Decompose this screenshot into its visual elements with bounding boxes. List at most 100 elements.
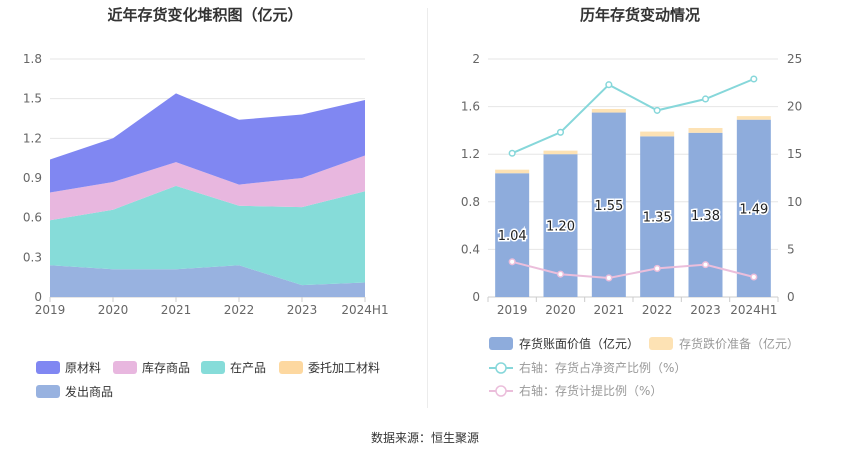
- left-x-tick-label: 2023: [287, 303, 318, 317]
- right-chart-gridlines: [488, 58, 778, 298]
- bar-value-label: 1.35: [643, 211, 672, 226]
- line-series-2: [511, 78, 755, 155]
- right-x-tick-label: 2020: [545, 303, 576, 317]
- panel-divider: [427, 8, 428, 408]
- data-source-text: 数据来源：恒生聚源: [370, 431, 479, 445]
- provision-bar: [640, 131, 675, 137]
- line-point: [701, 95, 710, 103]
- right-right-y-tick-label: 20: [787, 100, 802, 114]
- right-legend-swatch: [489, 337, 513, 350]
- left-legend-swatch: [36, 361, 60, 374]
- left-chart-y-axis: 0 0.3 0.6 0.9 1.2 1.5 1.8: [23, 52, 42, 304]
- left-x-tick-label: 2022: [224, 303, 255, 317]
- bar-value-label: 1.49: [739, 202, 768, 217]
- right-legend-label: 右轴：存货计提比例（%）: [519, 383, 662, 398]
- left-legend-swatch: [113, 361, 137, 374]
- left-chart-area-series: [50, 93, 365, 297]
- right-legend-marker: [495, 362, 507, 374]
- area-series-1: [50, 155, 365, 221]
- bar-value-label: 1.20: [546, 220, 575, 235]
- provision-bar: [688, 128, 723, 133]
- right-left-y-tick-label: 1.2: [461, 147, 480, 161]
- right-left-y-tick-label: 2: [472, 52, 480, 66]
- right-chart-x-axis: 2019 2020 2021 2022 2023 2024H1: [487, 297, 779, 317]
- inventory-change-chart: 历年存货变动情况 1.041.201.551.35 1.38 1.49 00.40.…: [461, 6, 802, 398]
- right-legend-label: 存货账面价值（亿元）: [519, 336, 639, 351]
- left-y-tick-label: 0.6: [23, 211, 42, 225]
- area-series-2: [50, 185, 365, 286]
- right-chart-lines: [508, 75, 758, 282]
- right-left-y-tick-label: 0: [472, 290, 480, 304]
- left-y-tick-label: 1.8: [23, 52, 42, 66]
- line-point: [750, 75, 758, 83]
- line-point: [508, 149, 516, 157]
- left-legend-label: 原材料: [65, 361, 101, 375]
- left-legend-label: 在产品: [230, 361, 266, 375]
- provision-bar: [736, 116, 771, 120]
- right-right-y-tick-label: 25: [787, 52, 802, 66]
- line-point: [556, 270, 565, 278]
- provision-bar: [495, 169, 530, 174]
- right-legend-label: 存货跌价准备（亿元）: [679, 336, 799, 351]
- line-point: [701, 261, 710, 269]
- right-x-tick-label: 2022: [642, 303, 673, 317]
- line-point: [653, 264, 661, 272]
- line-point: [605, 274, 613, 282]
- right-legend-label: 右轴：存货占净资产比例（%）: [519, 360, 686, 375]
- book-value-bar: [591, 112, 626, 297]
- right-x-tick-label: 2019: [497, 303, 528, 317]
- area-series-4: [50, 265, 365, 297]
- bar-value-label: 1.38: [691, 209, 720, 224]
- right-left-y-tick-label: 0.8: [461, 195, 480, 209]
- line-point: [556, 128, 565, 136]
- right-chart-data-labels: 1.04 1.20 1.55 1.35 1.38 1.49: [496, 197, 770, 245]
- line-point: [605, 81, 613, 89]
- left-y-tick-label: 1.5: [23, 92, 42, 106]
- right-right-y-tick-label: 10: [787, 195, 802, 209]
- line-series-3: [511, 260, 755, 280]
- left-legend-swatch: [36, 385, 60, 398]
- left-x-tick-label: 2020: [98, 303, 129, 317]
- left-chart-x-axis: 2019 2020 2021 2022 2023 2024H1: [35, 297, 389, 317]
- bar-value-label: 1.04: [498, 229, 527, 244]
- left-x-tick-label: 2019: [35, 303, 66, 317]
- book-value-bar: [736, 119, 771, 297]
- left-y-tick-label: 0: [34, 290, 42, 304]
- left-legend-label: 库存商品: [142, 360, 190, 375]
- right-left-y-tick-label: 0.4: [461, 242, 480, 256]
- right-left-y-tick-label: 1.6: [461, 100, 480, 114]
- inventory-chart-title: 历年存货变动情况: [580, 6, 700, 24]
- left-x-tick-label: 2024H1: [341, 303, 388, 317]
- book-value-bar: [688, 132, 723, 297]
- stacked-chart-title: 近年存货变化堆积图（亿元）: [107, 6, 302, 24]
- right-chart-bars: [495, 108, 771, 297]
- bar-value-label: 1.55: [594, 199, 623, 214]
- provision-bar: [591, 108, 626, 113]
- right-legend-swatch: [649, 337, 673, 350]
- right-chart-left-y-axis: 0 0.4 0.8 1.2 1.6 2: [461, 52, 480, 304]
- right-chart-right-y-axis: 0 5 10 15 20 25: [787, 52, 802, 304]
- provision-bar: [543, 150, 578, 155]
- left-legend-swatch: [279, 361, 303, 374]
- left-legend-swatch: [201, 361, 225, 374]
- line-point: [750, 273, 758, 281]
- stacked-area-chart: 近年存货变化堆积图（亿元） 00.30.60.91.21.51.8 2019 20…: [23, 6, 389, 399]
- right-legend-marker: [495, 385, 507, 397]
- left-x-tick-label: 2021: [161, 303, 192, 317]
- left-legend-label: 发出商品: [65, 384, 113, 399]
- right-x-tick-label: 2024H1: [730, 303, 777, 317]
- area-series-0: [50, 93, 365, 193]
- line-point: [508, 258, 516, 266]
- right-x-tick-label: 2023: [690, 303, 721, 317]
- left-y-tick-label: 0.3: [23, 250, 42, 264]
- right-chart-legend: 存货账面价值（亿元） 存货跌价准备（亿元） 右轴：存货占净资产比例（%） 右轴：存货计…: [489, 336, 799, 398]
- right-right-y-tick-label: 0: [787, 290, 795, 304]
- left-legend-label: 委托加工材料: [308, 361, 380, 375]
- book-value-bar: [495, 173, 530, 297]
- line-point: [653, 106, 661, 114]
- right-x-tick-label: 2021: [594, 303, 625, 317]
- right-right-y-tick-label: 5: [787, 242, 795, 256]
- left-y-tick-label: 1.2: [23, 131, 42, 145]
